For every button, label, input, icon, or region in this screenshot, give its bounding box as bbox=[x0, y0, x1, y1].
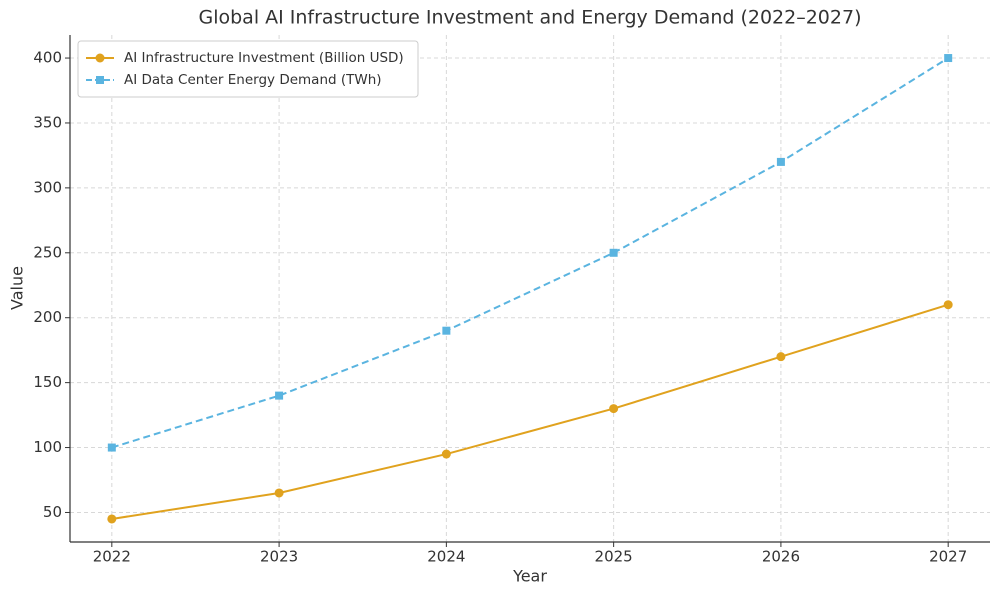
data-point bbox=[944, 54, 953, 63]
data-point bbox=[107, 514, 117, 524]
y-axis-label: Value bbox=[8, 266, 27, 310]
x-tick-label: 2024 bbox=[427, 548, 465, 566]
y-tick-label: 300 bbox=[33, 178, 62, 196]
data-point bbox=[943, 300, 953, 310]
y-tick-label: 250 bbox=[33, 243, 62, 261]
legend-box bbox=[77, 40, 419, 98]
y-tick-label: 150 bbox=[33, 373, 62, 391]
y-tick-label: 400 bbox=[33, 49, 62, 67]
data-point bbox=[441, 449, 451, 459]
chart-title: Global AI Infrastructure Investment and … bbox=[199, 7, 862, 29]
y-tick-label: 200 bbox=[33, 308, 62, 326]
series-line bbox=[111, 57, 949, 449]
x-tick-label: 2026 bbox=[762, 548, 800, 566]
data-point bbox=[609, 248, 618, 257]
data-point bbox=[776, 157, 785, 166]
legend-label: AI Data Center Energy Demand (TWh) bbox=[124, 72, 382, 88]
legend: AI Infrastructure Investment (Billion US… bbox=[77, 40, 419, 98]
x-tick-label: 2022 bbox=[93, 548, 131, 566]
data-point bbox=[776, 352, 786, 362]
legend-marker bbox=[95, 53, 105, 63]
y-tick-label: 350 bbox=[33, 113, 62, 131]
legend-marker bbox=[96, 76, 104, 84]
y-tick-label: 100 bbox=[33, 438, 62, 456]
x-tick-label: 2023 bbox=[260, 548, 298, 566]
data-point bbox=[442, 326, 451, 335]
x-tick-label: 2027 bbox=[929, 548, 967, 566]
legend-label: AI Infrastructure Investment (Billion US… bbox=[124, 50, 404, 66]
x-axis-label: Year bbox=[512, 567, 547, 586]
data-point bbox=[275, 391, 284, 400]
data-point bbox=[107, 443, 116, 452]
data-point bbox=[274, 488, 284, 498]
x-tick-label: 2025 bbox=[595, 548, 633, 566]
y-tick-label: 50 bbox=[43, 503, 62, 521]
series-line bbox=[111, 303, 949, 520]
data-point bbox=[609, 404, 619, 414]
